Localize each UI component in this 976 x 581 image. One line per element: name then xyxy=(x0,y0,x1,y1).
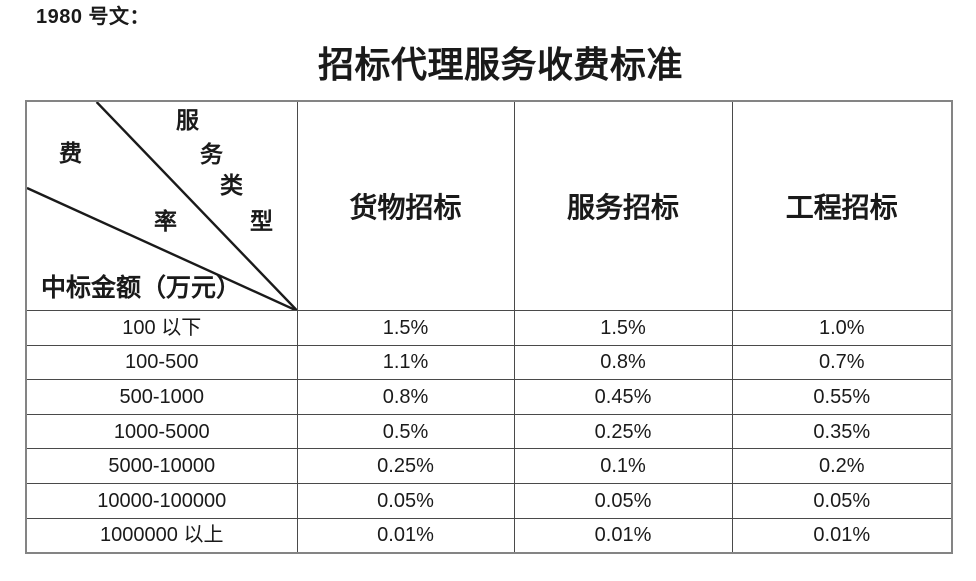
table-row: 5000-10000 0.25% 0.1% 0.2% xyxy=(25,448,953,484)
rate-cell: 0.55% xyxy=(731,379,953,415)
rate-cell: 0.25% xyxy=(296,448,515,484)
rate-cell: 0.01% xyxy=(296,517,515,554)
corner-label-rate-char: 率 xyxy=(154,209,177,234)
rate-cell: 0.01% xyxy=(731,517,953,554)
corner-label-service-type-char: 务 xyxy=(200,142,223,167)
corner-label-service-type-char: 类 xyxy=(220,173,243,198)
rate-cell: 0.8% xyxy=(513,344,733,381)
rate-cell: 1.1% xyxy=(296,344,515,381)
amount-range-cell: 100-500 xyxy=(25,344,298,381)
column-header-service: 服务招标 xyxy=(513,100,733,311)
rate-cell: 0.05% xyxy=(513,482,733,519)
amount-range-cell: 100 以下 xyxy=(25,310,298,346)
table-corner-cell: 服 务 类 型 费 率 中标金额（万元） xyxy=(25,100,298,311)
column-header-goods: 货物招标 xyxy=(296,100,515,311)
rate-cell: 1.0% xyxy=(731,310,953,346)
rate-cell: 0.8% xyxy=(296,379,515,415)
doc-number: 1980 号文： xyxy=(36,6,151,28)
rate-cell: 0.5% xyxy=(296,413,515,450)
amount-range-cell: 1000000 以上 xyxy=(25,517,298,554)
corner-label-rate-char: 费 xyxy=(59,141,82,166)
table-row: 1000-5000 0.5% 0.25% 0.35% xyxy=(25,413,953,450)
header-row: 服 务 类 型 费 率 中标金额（万元） 货物招标 服务招标 工程招标 xyxy=(25,100,953,311)
table-row: 1000000 以上 0.01% 0.01% 0.01% xyxy=(25,517,953,554)
fee-rate-table: 服 务 类 型 费 率 中标金额（万元） 货物招标 服务招标 工程招标 100 … xyxy=(25,100,953,555)
rate-cell: 0.1% xyxy=(513,448,733,484)
rate-cell: 0.2% xyxy=(731,448,953,484)
amount-range-cell: 10000-100000 xyxy=(25,482,298,519)
rate-cell: 0.05% xyxy=(296,482,515,519)
corner-label-service-type-char: 型 xyxy=(250,209,273,234)
table-row: 10000-100000 0.05% 0.05% 0.05% xyxy=(25,482,953,519)
table-row: 500-1000 0.8% 0.45% 0.55% xyxy=(25,379,953,415)
column-header-engineering: 工程招标 xyxy=(731,100,953,311)
rate-cell: 0.05% xyxy=(731,482,953,519)
rate-cell: 0.01% xyxy=(513,517,733,554)
amount-range-cell: 5000-10000 xyxy=(25,448,298,484)
rate-cell: 0.35% xyxy=(731,413,953,450)
page-title: 招标代理服务收费标准 xyxy=(317,45,683,85)
table-row: 100 以下 1.5% 1.5% 1.0% xyxy=(25,310,953,346)
amount-range-cell: 1000-5000 xyxy=(25,413,298,450)
rate-cell: 0.7% xyxy=(731,344,953,381)
rate-cell: 1.5% xyxy=(296,310,515,346)
rate-cell: 0.45% xyxy=(513,379,733,415)
corner-label-service-type-char: 服 xyxy=(176,108,199,133)
rate-cell: 0.25% xyxy=(513,413,733,450)
amount-range-cell: 500-1000 xyxy=(25,379,298,415)
rate-cell: 1.5% xyxy=(513,310,733,346)
table-row: 100-500 1.1% 0.8% 0.7% xyxy=(25,344,953,381)
corner-label-amount-axis: 中标金额（万元） xyxy=(41,275,242,302)
diagonal-divider-icon xyxy=(27,102,296,310)
